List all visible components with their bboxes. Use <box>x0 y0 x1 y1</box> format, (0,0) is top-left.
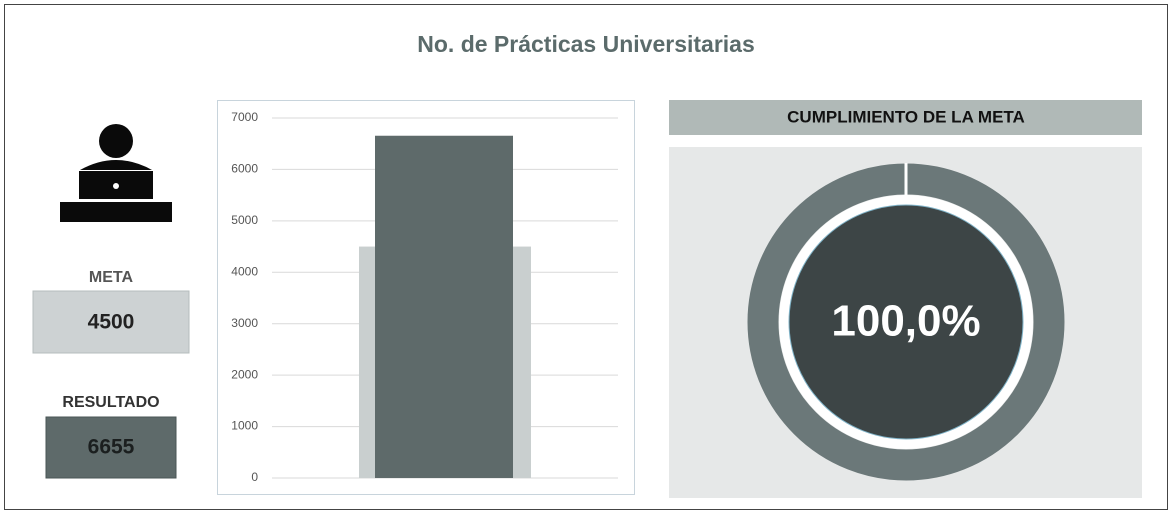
meta-box <box>32 290 190 354</box>
gauge: 100,0% <box>747 163 1065 481</box>
meta-value: 4500 <box>88 311 135 334</box>
gauge-header <box>669 100 1142 135</box>
y-tick-label: 4000 <box>231 264 258 278</box>
y-tick-label: 1000 <box>231 419 258 433</box>
bar <box>375 135 513 478</box>
y-tick-label: 0 <box>251 470 258 484</box>
resultado-value: 6655 <box>88 436 135 459</box>
gauge-title: CUMPLIMIENTO DE LA META <box>787 107 1025 126</box>
y-tick-label: 5000 <box>231 213 258 227</box>
user-icon <box>60 124 172 222</box>
y-tick-label: 3000 <box>231 316 258 330</box>
title: No. de Prácticas Universitarias <box>417 31 755 57</box>
y-tick-label: 7000 <box>231 110 258 124</box>
bar-chart: 0 1000 2000 3000 4000 5000 6000 7000 <box>231 110 618 484</box>
y-tick-label: 6000 <box>231 162 258 176</box>
gauge-value: 100,0% <box>831 297 980 346</box>
resultado-label: RESULTADO <box>62 394 159 411</box>
y-tick-label: 2000 <box>231 367 258 381</box>
meta-label: META <box>89 269 134 286</box>
gauge-center <box>788 204 1024 440</box>
resultado-box <box>45 416 177 479</box>
